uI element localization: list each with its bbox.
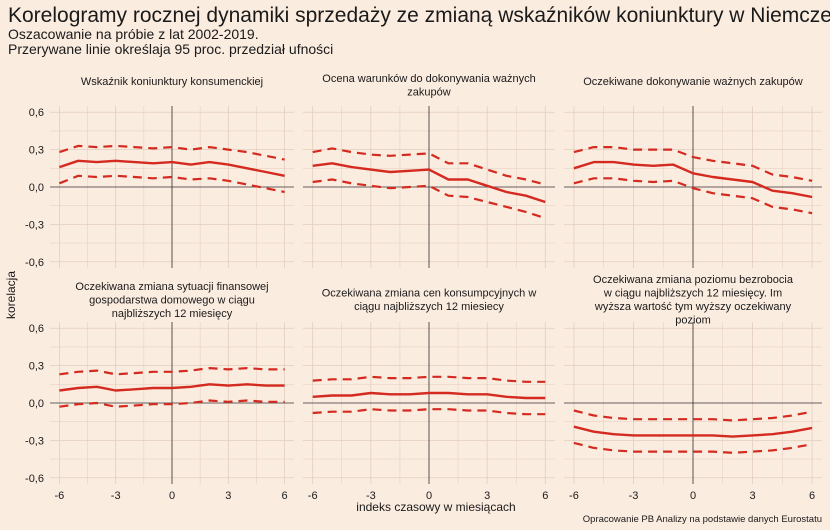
x-tick-label: -6 bbox=[308, 490, 318, 502]
panel-title-line: poziom bbox=[675, 315, 710, 327]
y-tick-label: -0,3 bbox=[25, 219, 44, 231]
correlation-line bbox=[59, 383, 285, 392]
panel-title-line: Oczekiwana zmiana sytuacji finansowej bbox=[75, 281, 268, 293]
x-tick-label: 3 bbox=[484, 490, 490, 502]
y-tick-label: 0,6 bbox=[29, 323, 44, 335]
x-tick-label: -3 bbox=[366, 490, 376, 502]
panel-title-line: Oczekiwane dokonywanie ważnych zakupów bbox=[583, 76, 803, 88]
chart-subtitle-line-2: Przerywane linie określaja 95 proc. prze… bbox=[8, 41, 334, 57]
x-tick-label: 0 bbox=[426, 490, 432, 502]
x-tick-label: 6 bbox=[282, 490, 288, 502]
chart-title: Korelogramy rocznej dynamiki sprzedaży z… bbox=[8, 4, 830, 27]
ci-upper-line bbox=[59, 144, 285, 161]
x-tick-label: 3 bbox=[225, 490, 231, 502]
chart-subtitle-line-1: Oszacowanie na próbie z lat 2002-2019. bbox=[8, 26, 259, 42]
correlation-line bbox=[573, 425, 813, 438]
panel-title-line: Wskaźnik koniunktury konsumenckiej bbox=[81, 76, 263, 88]
panel-title-line: ciągu najbliższych 12 miesiecy bbox=[354, 301, 504, 313]
x-tick-label: -6 bbox=[54, 490, 64, 502]
x-axis-label: indeks czasowy w miesiącach bbox=[356, 500, 515, 514]
y-tick-label: 0,0 bbox=[29, 398, 44, 410]
y-tick-label: 0,0 bbox=[29, 182, 44, 194]
correlation-line bbox=[312, 162, 546, 204]
panel-title-line: najbliższych 12 miesięcy bbox=[112, 308, 233, 320]
ci-lower-line bbox=[312, 178, 546, 220]
y-tick-label: -0,6 bbox=[25, 473, 44, 485]
ci-upper-line bbox=[573, 146, 813, 182]
ci-upper-line bbox=[312, 147, 546, 186]
x-tick-label: 6 bbox=[809, 490, 815, 502]
y-tick-label: 0,3 bbox=[29, 361, 44, 373]
panel-title-line: wyższa wartość tym wyższy oczekiwany bbox=[594, 301, 792, 313]
ci-upper-line bbox=[312, 375, 546, 383]
y-tick-label: 0,6 bbox=[29, 107, 44, 119]
y-axis-label: korelacja bbox=[4, 271, 18, 319]
ci-lower-line bbox=[312, 408, 546, 416]
ci-lower-line bbox=[573, 441, 813, 454]
panel-title-line: Ocena warunków do dokonywania ważnych bbox=[322, 73, 535, 85]
x-tick-label: -3 bbox=[111, 490, 121, 502]
panel-title-line: Oczekiwana zmiana poziomu bezrobocia bbox=[593, 274, 794, 286]
x-tick-label: 0 bbox=[169, 490, 175, 502]
correlation-line bbox=[312, 391, 546, 400]
ci-lower-line bbox=[59, 399, 285, 408]
x-tick-label: 0 bbox=[690, 490, 696, 502]
panel-title-line: w ciągu najbliższych 12 miesięcy. Im bbox=[603, 288, 782, 300]
panel-title-line: Oczekiwana zmiana cen konsumpcyjnych w bbox=[322, 288, 537, 300]
ci-lower-line bbox=[573, 177, 813, 215]
source-caption: Opracowanie PB Analizy na podstawie dany… bbox=[582, 514, 822, 525]
x-tick-label: -6 bbox=[569, 490, 579, 502]
ci-lower-line bbox=[58, 174, 285, 194]
y-tick-label: -0,3 bbox=[25, 435, 44, 447]
x-tick-label: -3 bbox=[629, 490, 639, 502]
panel-title-line: zakupów bbox=[407, 87, 450, 99]
panel-title-line: gospodarstwa domowego w ciągu bbox=[89, 294, 255, 306]
ci-upper-line bbox=[573, 409, 813, 422]
correlation-line bbox=[573, 160, 813, 199]
correlation-line bbox=[59, 159, 285, 177]
ci-upper-line bbox=[59, 367, 285, 376]
x-tick-label: 3 bbox=[749, 490, 755, 502]
x-tick-label: 6 bbox=[542, 490, 548, 502]
y-tick-label: -0,6 bbox=[25, 257, 44, 269]
y-tick-label: 0,3 bbox=[29, 145, 44, 157]
